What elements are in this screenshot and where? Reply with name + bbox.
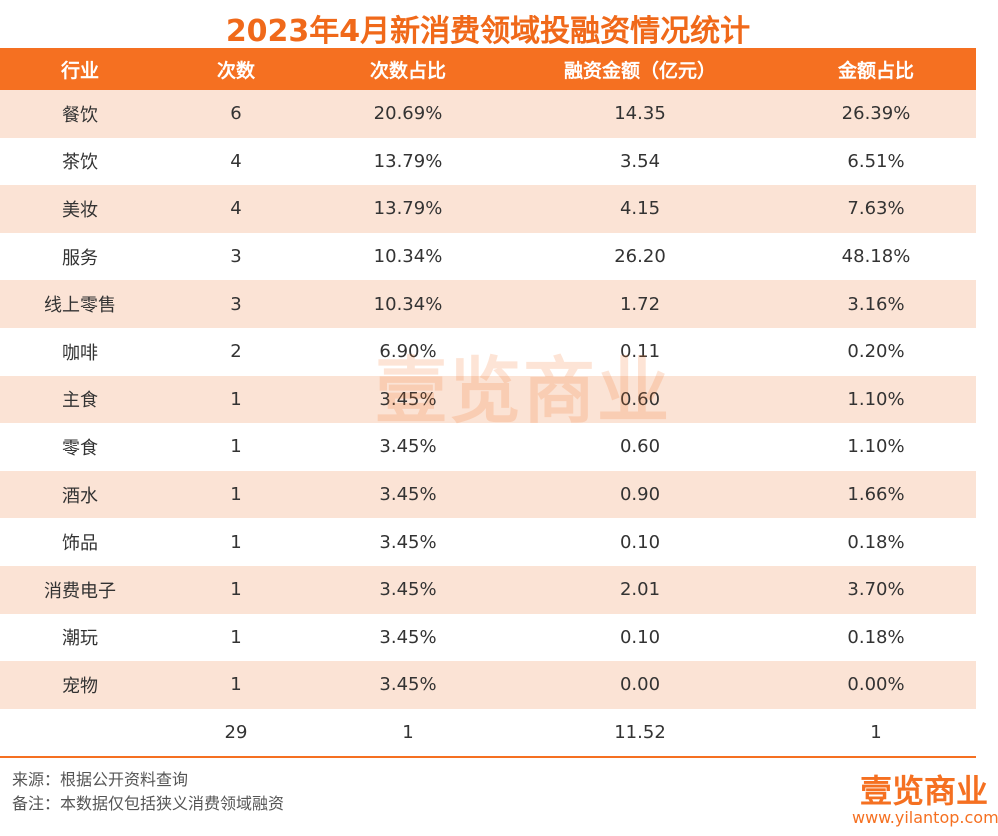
table-cell: 1 <box>230 626 242 648</box>
note: 备注：本数据仅包括狭义消费领域融资 <box>12 794 285 813</box>
table-cell: 26.20 <box>614 246 666 268</box>
table-cell: 1 <box>230 531 242 553</box>
table-cell: 13.79% <box>373 150 443 172</box>
table-cell <box>0 708 160 759</box>
table-cell: 3.70% <box>776 565 976 614</box>
table-cell: 2.01 <box>504 565 776 614</box>
total-cell: 29 <box>160 708 312 759</box>
table-cell: 13.79% <box>312 185 504 233</box>
header-cell: 次数 <box>160 48 312 90</box>
table-body: 餐饮 6 20.69% 14.35 26.39% 茶饮 4 13.79% 3.54 6.51% 美妆… <box>0 90 976 759</box>
table-cell: 0.60 <box>504 375 776 424</box>
header-cell: 融资金额（亿元） <box>504 48 776 90</box>
header-cell: 行业 <box>0 48 160 90</box>
table-row: 主食 1 3.45% 0.60 1.10% <box>0 375 976 424</box>
title: 2023年4月新消费领域投融资情况统计 <box>225 14 751 49</box>
table-cell: 0.10 <box>619 531 661 553</box>
table-cell: 1.10% <box>776 375 976 424</box>
table-cell: 4 <box>230 150 242 172</box>
table-cell: 1 <box>160 565 312 614</box>
table-cell: 3 <box>230 246 242 268</box>
table-cell: 3.45% <box>379 626 437 648</box>
table-cell: 3.45% <box>312 470 504 519</box>
table-cell: 线上零售 <box>0 280 160 328</box>
table-cell: 6.51% <box>847 150 905 172</box>
table-cell: 7.63% <box>776 185 976 233</box>
table-cell: 咖啡 <box>62 342 98 364</box>
table-cell: 服务 <box>62 247 98 269</box>
table-cell: 3.54 <box>619 150 661 172</box>
table-cell: 26.39% <box>776 90 976 138</box>
table-cell: 6 <box>160 90 312 138</box>
table-cell: 10.34% <box>373 246 443 268</box>
table-row: 零食 1 3.45% 0.60 1.10% <box>0 423 976 471</box>
total-cell: 11.52 <box>504 708 776 759</box>
table-cell: 0.00% <box>776 661 976 709</box>
table-row: 消费电子 1 3.45% 2.01 3.70% <box>0 565 976 614</box>
table-cell: 1 <box>230 436 242 458</box>
table-cell: 1.66% <box>776 470 976 519</box>
table-row: 酒水 1 3.45% 0.90 1.66% <box>0 470 976 519</box>
total-cell: 1 <box>776 708 976 759</box>
table-row: 线上零售 3 10.34% 1.72 3.16% <box>0 280 976 328</box>
table-row: 饰品 1 3.45% 0.10 0.18% <box>0 518 976 566</box>
table-cell: 1 <box>160 661 312 709</box>
table-cell: 0.18% <box>847 626 905 648</box>
table-cell: 美妆 <box>0 185 160 233</box>
table-row: 美妆 4 13.79% 4.15 7.63% <box>0 185 976 233</box>
data-table: 行业 次数 次数占比 融资金额（亿元） 金额占比 餐饮 6 20.69% 14.35 26.39… <box>0 48 976 759</box>
table-cell: 1 <box>160 470 312 519</box>
header-row: 行业 次数 次数占比 融资金额（亿元） 金额占比 <box>0 48 976 90</box>
table-cell: 潮玩 <box>62 628 98 650</box>
source: 来源：根据公开资料查询 <box>12 770 189 789</box>
total-cell: 1 <box>312 708 504 759</box>
table-row: 茶饮 4 13.79% 3.54 6.51% <box>0 138 976 186</box>
table-cell: 4.15 <box>504 185 776 233</box>
table-cell: 10.34% <box>312 280 504 328</box>
table-cell: 3.45% <box>379 436 437 458</box>
header-cell: 次数占比 <box>312 48 504 90</box>
table-row: 宠物 1 3.45% 0.00 0.00% <box>0 661 976 709</box>
table-row: 潮玩 1 3.45% 0.10 0.18% <box>0 614 976 662</box>
table-cell: 0.10 <box>619 626 661 648</box>
table-row: 服务 3 10.34% 26.20 48.18% <box>0 233 976 281</box>
table-cell: 0.90 <box>504 470 776 519</box>
table-cell: 3.45% <box>312 661 504 709</box>
table-cell: 0.00 <box>504 661 776 709</box>
table-cell: 宠物 <box>0 661 160 709</box>
table-row: 餐饮 6 20.69% 14.35 26.39% <box>0 90 976 138</box>
table-cell: 3.16% <box>776 280 976 328</box>
table-cell: 20.69% <box>312 90 504 138</box>
table-cell: 2 <box>230 341 242 363</box>
table-cell: 1.10% <box>847 436 905 458</box>
table-cell: 48.18% <box>841 246 911 268</box>
table-cell: 零食 <box>62 437 98 459</box>
total-row: 29 1 11.52 1 <box>0 708 976 759</box>
table-cell: 0.11 <box>619 341 661 363</box>
table-cell: 消费电子 <box>0 565 160 614</box>
table-cell: 饰品 <box>62 533 98 555</box>
table-row: 咖啡 2 6.90% 0.11 0.20% <box>0 328 976 376</box>
table-cell: 6.90% <box>379 341 437 363</box>
url: www.yilantop.com <box>852 808 998 827</box>
table-cell: 茶饮 <box>62 152 98 174</box>
table-cell: 3 <box>160 280 312 328</box>
table-cell: 酒水 <box>0 470 160 519</box>
table-cell: 餐饮 <box>0 90 160 138</box>
table-cell: 3.45% <box>312 375 504 424</box>
table-cell: 4 <box>160 185 312 233</box>
table-cell: 14.35 <box>504 90 776 138</box>
logo: 壹览商业 <box>860 772 989 810</box>
table-cell: 0.20% <box>847 341 905 363</box>
watermark: 壹览商业 <box>375 349 672 433</box>
table-cell: 0.18% <box>847 531 905 553</box>
table-cell: 1.72 <box>504 280 776 328</box>
table-cell: 1 <box>160 375 312 424</box>
table-cell: 3.45% <box>379 531 437 553</box>
header-cell: 金额占比 <box>776 48 976 90</box>
table-cell: 0.60 <box>619 436 661 458</box>
table-cell: 3.45% <box>312 565 504 614</box>
table-cell: 主食 <box>0 375 160 424</box>
